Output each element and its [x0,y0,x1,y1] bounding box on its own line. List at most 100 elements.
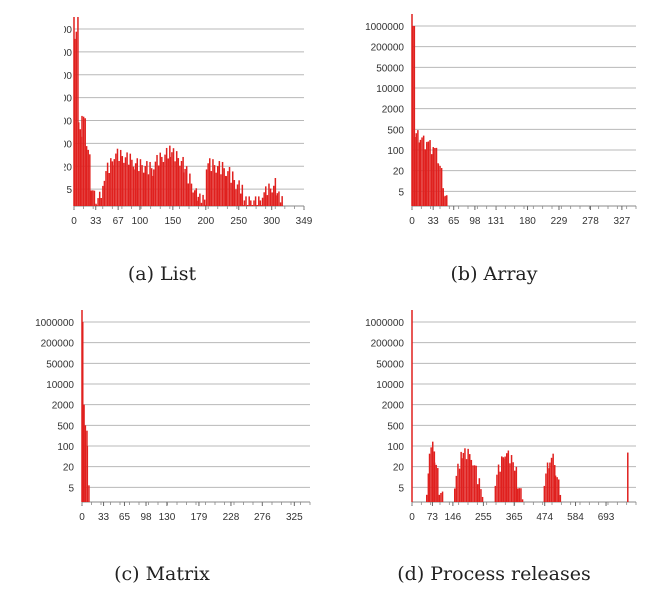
chart-process-releases: 5 20 100 500 2000 10000 50000 200000 1000000 0 73 1… [365,310,637,523]
bar [233,180,236,206]
bar [465,459,468,502]
x-tick-label: 278 [582,216,599,227]
y-tick-label: 10000 [376,380,404,391]
bar [193,190,196,206]
bar [95,203,97,206]
bar [127,164,130,206]
bar [413,26,416,206]
bar [131,159,133,206]
bar [236,184,239,206]
bar [175,151,178,206]
y-tick-label: 200000 [371,43,405,54]
bar [192,192,194,206]
bar [506,453,508,502]
bar [189,173,191,206]
bar [93,190,96,206]
bar [243,200,246,206]
bar [256,205,258,206]
bar [126,152,128,206]
bar [241,184,244,206]
bar [433,462,436,502]
bar [432,148,435,206]
chart-panel-c: 5 20 100 500 2000 10000 50000 200000 1000000 0 33 6… [8,300,314,536]
bar [77,17,79,206]
x-tick-label: 276 [254,512,271,523]
bar [446,195,448,206]
bar [75,31,78,206]
bar [439,165,441,206]
x-tick-label: 0 [409,216,415,227]
bar [154,161,157,206]
bar [248,196,250,206]
bar [265,186,267,206]
bar [276,193,279,206]
bar [552,453,554,502]
x-tick-label: 0 [79,512,85,523]
bar [253,200,255,206]
bar [100,198,103,206]
bar [197,196,200,206]
bar [444,195,446,206]
bar [438,494,441,502]
bar [89,154,91,206]
bar [430,154,433,206]
bar [110,158,112,206]
bar [138,171,140,206]
bar [95,205,98,206]
bar [549,462,551,502]
bar [218,161,221,206]
bar [146,161,148,206]
x-tick-label: 327 [614,216,631,227]
y-tick-label: 2000 [382,401,405,412]
bar [275,195,277,206]
x-tick-label: 65 [448,216,460,227]
bar [554,465,556,502]
bar [84,425,87,502]
x-tick-label: 693 [598,512,615,523]
bar [213,165,216,206]
bar [108,173,110,206]
x-tick-label: 229 [551,216,568,227]
bar [481,496,484,502]
bar [149,161,151,206]
bar [430,447,432,502]
bar [258,196,260,206]
y-tick-label: 20 [64,162,72,173]
bar [271,192,273,206]
bar [174,161,176,206]
x-tick-label: 131 [488,216,505,227]
bar [195,200,198,206]
bar [159,152,161,206]
bar [167,158,169,206]
bar [83,404,85,502]
bar [554,475,557,502]
bar [245,196,247,206]
bar [238,180,240,206]
bar [440,492,442,502]
x-tick-label: 65 [119,512,131,523]
x-tick-label: 33 [90,216,102,227]
bar [217,166,219,206]
bar [510,455,513,502]
x-tick-label: 325 [286,512,303,523]
bar [165,147,168,206]
y-tick-label: 50000 [64,48,72,59]
bar [458,468,461,502]
bar [97,198,99,206]
bar [235,189,237,206]
x-tick-label: 33 [428,216,440,227]
x-tick-label: 0 [409,512,415,523]
bar [228,167,231,206]
bar [82,322,84,502]
bar [457,463,459,502]
bar [200,202,203,206]
x-tick-label: 150 [165,216,182,227]
y-tick-label: 100 [387,146,404,157]
bar [558,479,560,502]
bar [418,142,421,206]
bar [136,158,139,206]
bar [502,457,505,502]
y-tick-label: 200000 [64,25,72,36]
bar [263,192,265,206]
bar [556,477,558,502]
